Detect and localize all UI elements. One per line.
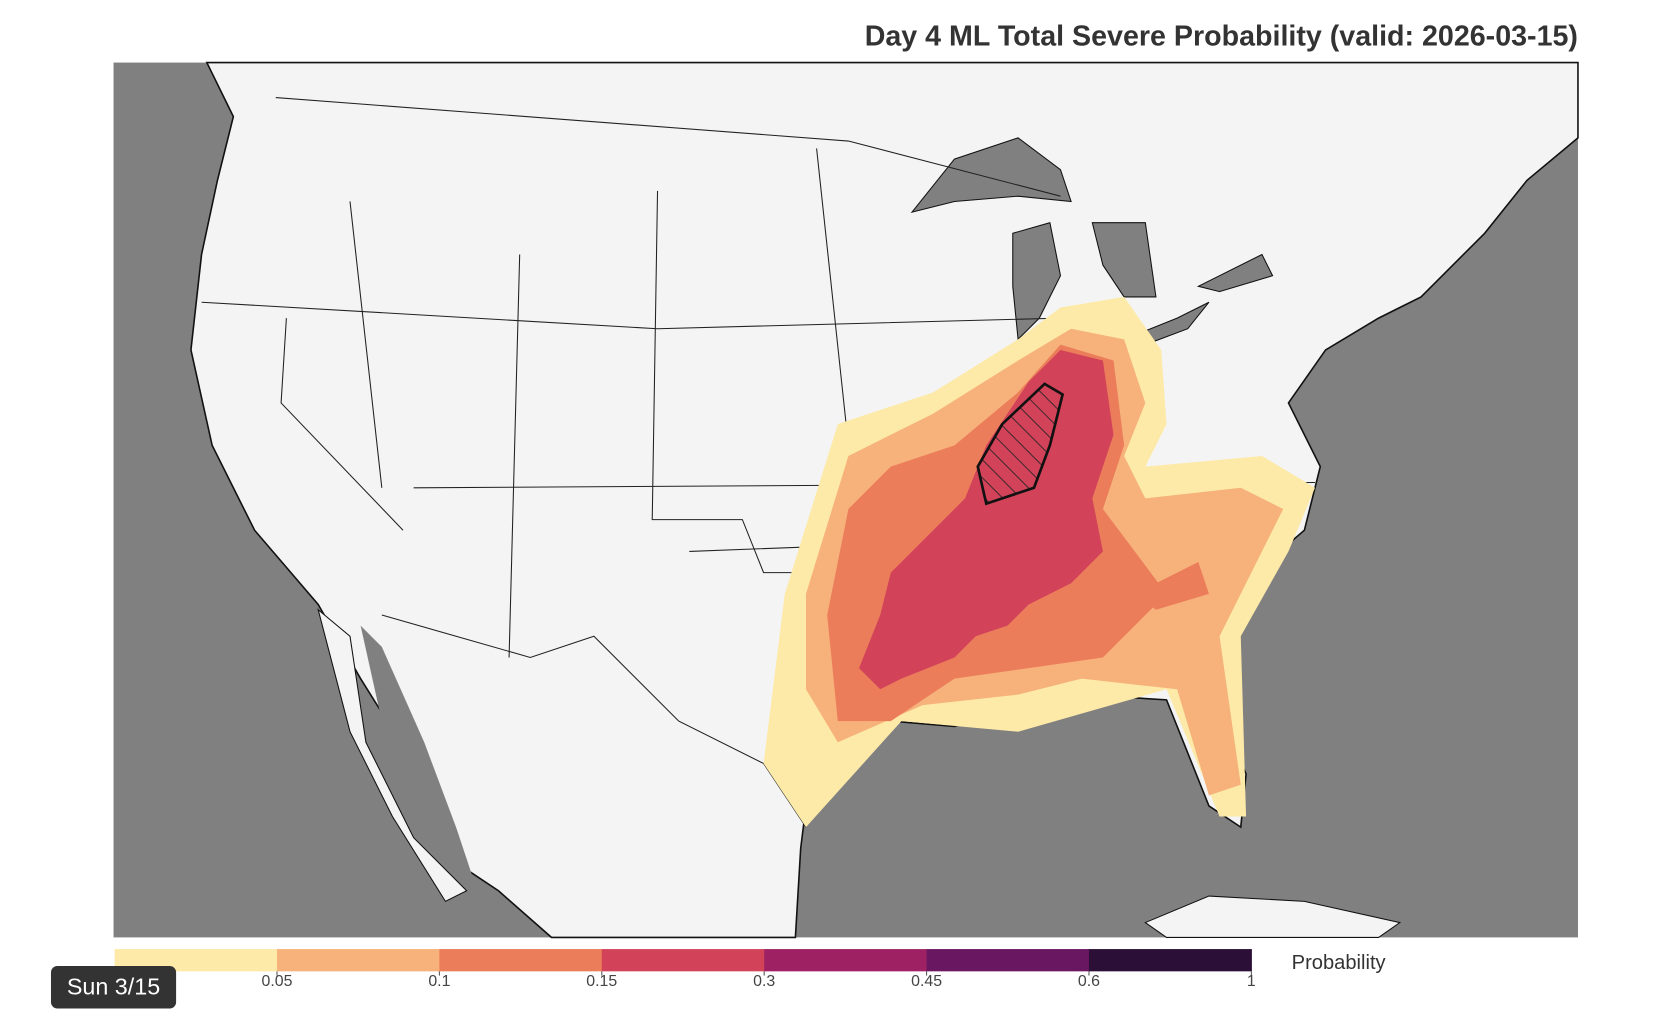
- colorbar-segment: [114, 949, 278, 972]
- colorbar-segment: [926, 949, 1090, 972]
- map-title: Day 4 ML Total Severe Probability (valid…: [865, 21, 1578, 53]
- great-lakes: [910, 137, 1274, 346]
- colorbar-segment: [601, 949, 765, 972]
- colorbar-segment: [439, 949, 603, 972]
- colorbar-tick-label: 0.3: [753, 973, 775, 990]
- significant-hatch: [976, 382, 1065, 506]
- colorbar-tick-label: 1: [1247, 973, 1256, 990]
- badge-background: [50, 966, 177, 1009]
- colorbar-tick-label: 0.6: [1078, 973, 1100, 990]
- colorbar-label: Probability: [1292, 952, 1387, 974]
- badge-text: Sun 3/15: [67, 973, 160, 999]
- colorbar-segment: [276, 949, 440, 972]
- probability-contours: [763, 296, 1315, 828]
- baja-sea: [360, 625, 478, 891]
- colorbar-tick-label: 0.1: [428, 973, 450, 990]
- cuba: [1144, 895, 1402, 938]
- baja: [317, 608, 468, 903]
- colorbar: 0.05 0.1 0.15 0.3 0.45 0.6 1: [114, 949, 1256, 990]
- date-badge: Sun 3/15: [50, 966, 177, 1009]
- colorbar-segment: [1088, 949, 1252, 972]
- map: [113, 61, 1579, 939]
- colorbar-segment: [764, 949, 928, 972]
- colorbar-tick-label: 0.05: [262, 973, 293, 990]
- colorbar-tick-label: 0.45: [911, 973, 942, 990]
- colorbar-tick-label: 0.15: [586, 973, 617, 990]
